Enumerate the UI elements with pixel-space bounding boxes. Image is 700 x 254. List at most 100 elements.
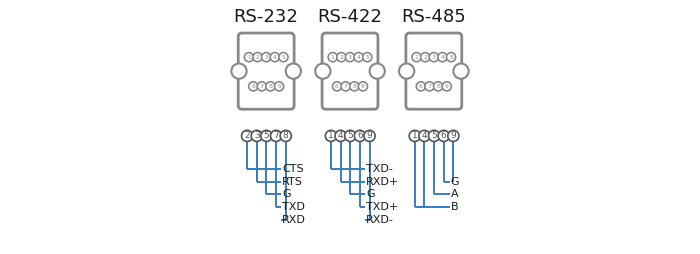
Text: 1: 1: [331, 55, 335, 60]
Circle shape: [270, 130, 281, 141]
Circle shape: [262, 53, 271, 62]
Circle shape: [438, 53, 447, 62]
Text: 5: 5: [264, 131, 270, 140]
Circle shape: [442, 82, 452, 91]
FancyBboxPatch shape: [322, 33, 378, 109]
Text: TXD-: TXD-: [366, 164, 393, 174]
Text: 8: 8: [269, 84, 272, 89]
Text: G: G: [451, 177, 459, 187]
Text: 3: 3: [264, 55, 268, 60]
Text: 1: 1: [328, 131, 334, 140]
Text: 2: 2: [244, 131, 250, 140]
FancyBboxPatch shape: [238, 33, 294, 109]
Circle shape: [419, 130, 430, 141]
Text: TXD: TXD: [282, 202, 305, 212]
Text: G: G: [366, 189, 375, 199]
Circle shape: [232, 64, 246, 79]
Circle shape: [341, 82, 350, 91]
Text: 4: 4: [440, 55, 444, 60]
Text: 7: 7: [273, 131, 279, 140]
Circle shape: [279, 53, 288, 62]
Circle shape: [358, 82, 368, 91]
Text: 5: 5: [449, 55, 453, 60]
Circle shape: [433, 82, 442, 91]
Circle shape: [253, 53, 262, 62]
Text: RS-485: RS-485: [401, 8, 466, 26]
Text: 9: 9: [451, 131, 456, 140]
Circle shape: [363, 53, 372, 62]
Text: 5: 5: [365, 55, 369, 60]
Text: 9: 9: [367, 131, 372, 140]
Text: 4: 4: [338, 131, 344, 140]
Text: 2: 2: [340, 55, 344, 60]
Text: 8: 8: [283, 131, 288, 140]
Text: 6: 6: [335, 84, 339, 89]
Circle shape: [354, 53, 363, 62]
Circle shape: [274, 82, 284, 91]
Text: 7: 7: [344, 84, 348, 89]
Circle shape: [354, 130, 365, 141]
Text: A: A: [451, 189, 458, 199]
Circle shape: [344, 130, 356, 141]
Circle shape: [428, 130, 440, 141]
Text: 5: 5: [431, 131, 437, 140]
Text: 9: 9: [361, 84, 365, 89]
Text: 1: 1: [414, 55, 419, 60]
Text: 1: 1: [247, 55, 251, 60]
Text: 6: 6: [251, 84, 256, 89]
Text: 7: 7: [428, 84, 431, 89]
Circle shape: [326, 130, 337, 141]
Circle shape: [241, 130, 253, 141]
Text: RXD: RXD: [282, 215, 306, 225]
Circle shape: [412, 53, 421, 62]
Circle shape: [244, 53, 253, 62]
Circle shape: [370, 64, 385, 79]
Circle shape: [438, 130, 449, 141]
Text: 9: 9: [444, 84, 449, 89]
Text: 6: 6: [357, 131, 363, 140]
Circle shape: [248, 82, 258, 91]
Text: 6: 6: [419, 84, 423, 89]
Circle shape: [425, 82, 434, 91]
Text: 8: 8: [436, 84, 440, 89]
Circle shape: [335, 130, 346, 141]
Circle shape: [337, 53, 346, 62]
Text: 5: 5: [347, 131, 353, 140]
Text: RS-422: RS-422: [318, 8, 382, 26]
Circle shape: [258, 82, 267, 91]
Circle shape: [454, 64, 468, 79]
Circle shape: [286, 64, 301, 79]
Text: 5: 5: [281, 55, 286, 60]
Circle shape: [251, 130, 262, 141]
Text: TXD+: TXD+: [366, 202, 398, 212]
Circle shape: [447, 53, 456, 62]
Text: 8: 8: [352, 84, 356, 89]
Circle shape: [332, 82, 342, 91]
Text: 6: 6: [441, 131, 447, 140]
Text: 4: 4: [356, 55, 360, 60]
Circle shape: [416, 82, 426, 91]
Text: RS-232: RS-232: [234, 8, 299, 26]
Circle shape: [328, 53, 337, 62]
Text: 2: 2: [424, 55, 427, 60]
Text: 4: 4: [421, 131, 427, 140]
Circle shape: [266, 82, 275, 91]
Circle shape: [270, 53, 279, 62]
Circle shape: [364, 130, 375, 141]
Circle shape: [345, 53, 355, 62]
Text: 3: 3: [348, 55, 352, 60]
Text: 2: 2: [256, 55, 260, 60]
Text: 1: 1: [412, 131, 418, 140]
Circle shape: [421, 53, 430, 62]
Text: RTS: RTS: [282, 177, 303, 187]
Text: CTS: CTS: [282, 164, 304, 174]
Text: 7: 7: [260, 84, 264, 89]
Circle shape: [261, 130, 272, 141]
Text: B: B: [451, 202, 458, 212]
Text: G: G: [282, 189, 290, 199]
Circle shape: [448, 130, 459, 141]
Text: 4: 4: [273, 55, 276, 60]
FancyBboxPatch shape: [406, 33, 462, 109]
Circle shape: [280, 130, 291, 141]
Text: 3: 3: [254, 131, 260, 140]
